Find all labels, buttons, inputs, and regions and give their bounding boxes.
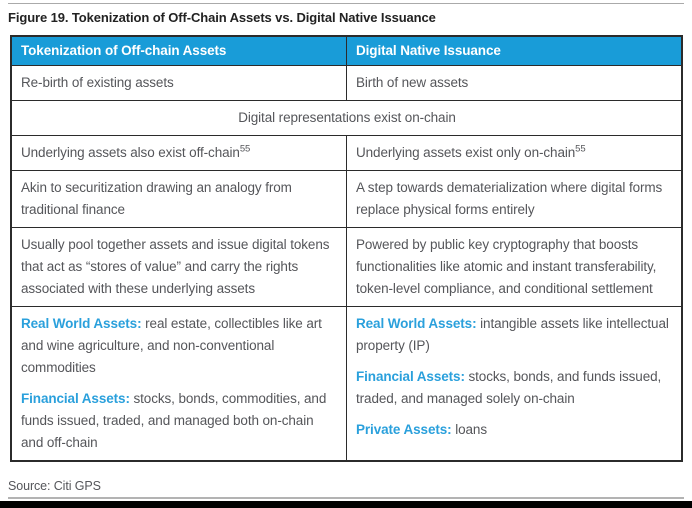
table-cell: Usually pool together assets and issue d…: [10, 227, 347, 307]
table-cell: Underlying assets exist only on-chain55: [346, 135, 683, 171]
table-row: Akin to securitization drawing an analog…: [10, 170, 683, 228]
footnote-superscript: 55: [575, 143, 586, 155]
comparison-table: Tokenization of Off-chain Assets Digital …: [10, 35, 683, 462]
asset-class-label: Real World Assets:: [356, 316, 481, 331]
table-cell: Akin to securitization drawing an analog…: [10, 170, 347, 228]
table-row: Underlying assets also exist off-chain55…: [10, 135, 683, 171]
cell-paragraph: Digital representations exist on-chain: [21, 107, 673, 129]
table-cell: Re-birth of existing assets: [10, 65, 347, 101]
source-note: Source: Citi GPS: [8, 479, 101, 493]
cell-text: Underlying assets exist only on-chain: [356, 145, 576, 160]
cell-paragraph: Underlying assets also exist off-chain55: [21, 142, 338, 164]
cell-paragraph: Underlying assets exist only on-chain55: [356, 142, 673, 164]
cell-text: Birth of new assets: [356, 75, 469, 90]
table-row: Digital representations exist on-chain: [10, 100, 683, 136]
table-row: Usually pool together assets and issue d…: [10, 227, 683, 307]
column-header-1: Digital Native Issuance: [346, 35, 683, 66]
table-cell: A step towards dematerialization where d…: [346, 170, 683, 228]
table-cell: Birth of new assets: [346, 65, 683, 101]
cell-text: Usually pool together assets and issue d…: [21, 237, 330, 296]
table-cell: Real World Assets: intangible assets lik…: [346, 306, 683, 462]
asset-class-label: Financial Assets:: [21, 391, 134, 406]
cell-text: Powered by public key cryptography that …: [356, 237, 657, 296]
table-cell: Powered by public key cryptography that …: [346, 227, 683, 307]
asset-class-label: Financial Assets:: [356, 369, 469, 384]
cell-text: Underlying assets also exist off-chain: [21, 145, 240, 160]
cell-paragraph: Powered by public key cryptography that …: [356, 234, 673, 300]
cell-paragraph: Usually pool together assets and issue d…: [21, 234, 338, 300]
cell-paragraph: Birth of new assets: [356, 72, 673, 94]
top-divider-rule: [8, 3, 684, 4]
table-row: Re-birth of existing assets Birth of new …: [10, 65, 683, 101]
table-body: Re-birth of existing assets Birth of new …: [10, 65, 683, 462]
bottom-divider-rule: [8, 497, 684, 499]
table-cell-merged: Digital representations exist on-chain: [10, 100, 683, 136]
cell-text: stocks, bonds, commodities, and funds is…: [21, 391, 327, 450]
table-cell: Underlying assets also exist off-chain55: [10, 135, 347, 171]
asset-class-label: Private Assets:: [356, 422, 456, 437]
cell-text: loans: [455, 422, 487, 437]
figure-title: Figure 19. Tokenization of Off-Chain Ass…: [8, 10, 436, 25]
cell-paragraph: Real World Assets: real estate, collecti…: [21, 313, 338, 379]
cell-paragraph: Real World Assets: intangible assets lik…: [356, 313, 673, 357]
cell-text: Digital representations exist on-chain: [238, 110, 456, 125]
table-header-row: Tokenization of Off-chain Assets Digital …: [10, 35, 683, 66]
cell-text: Akin to securitization drawing an analog…: [21, 180, 292, 217]
column-header-0: Tokenization of Off-chain Assets: [10, 35, 347, 66]
asset-class-label: Real World Assets:: [21, 316, 146, 331]
cell-paragraph: Financial Assets: stocks, bonds, and fun…: [356, 366, 673, 410]
cell-paragraph: Re-birth of existing assets: [21, 72, 338, 94]
cell-paragraph: Financial Assets: stocks, bonds, commodi…: [21, 388, 338, 454]
cell-text: real estate, collectibles like art and w…: [21, 316, 322, 375]
cell-paragraph: Private Assets: loans: [356, 419, 673, 441]
table-row: Real World Assets: real estate, collecti…: [10, 306, 683, 462]
cell-paragraph: A step towards dematerialization where d…: [356, 177, 673, 221]
cell-text: Re-birth of existing assets: [21, 75, 174, 90]
page-bottom-bar: [0, 501, 692, 508]
cell-text: stocks, bonds, and funds issued, traded,…: [356, 369, 662, 406]
cell-paragraph: Akin to securitization drawing an analog…: [21, 177, 338, 221]
table-cell: Real World Assets: real estate, collecti…: [10, 306, 347, 462]
table-header: Tokenization of Off-chain Assets Digital …: [10, 35, 683, 66]
cell-text: A step towards dematerialization where d…: [356, 180, 663, 217]
cell-text: intangible assets like intellectual prop…: [356, 316, 669, 353]
footnote-superscript: 55: [239, 143, 251, 155]
